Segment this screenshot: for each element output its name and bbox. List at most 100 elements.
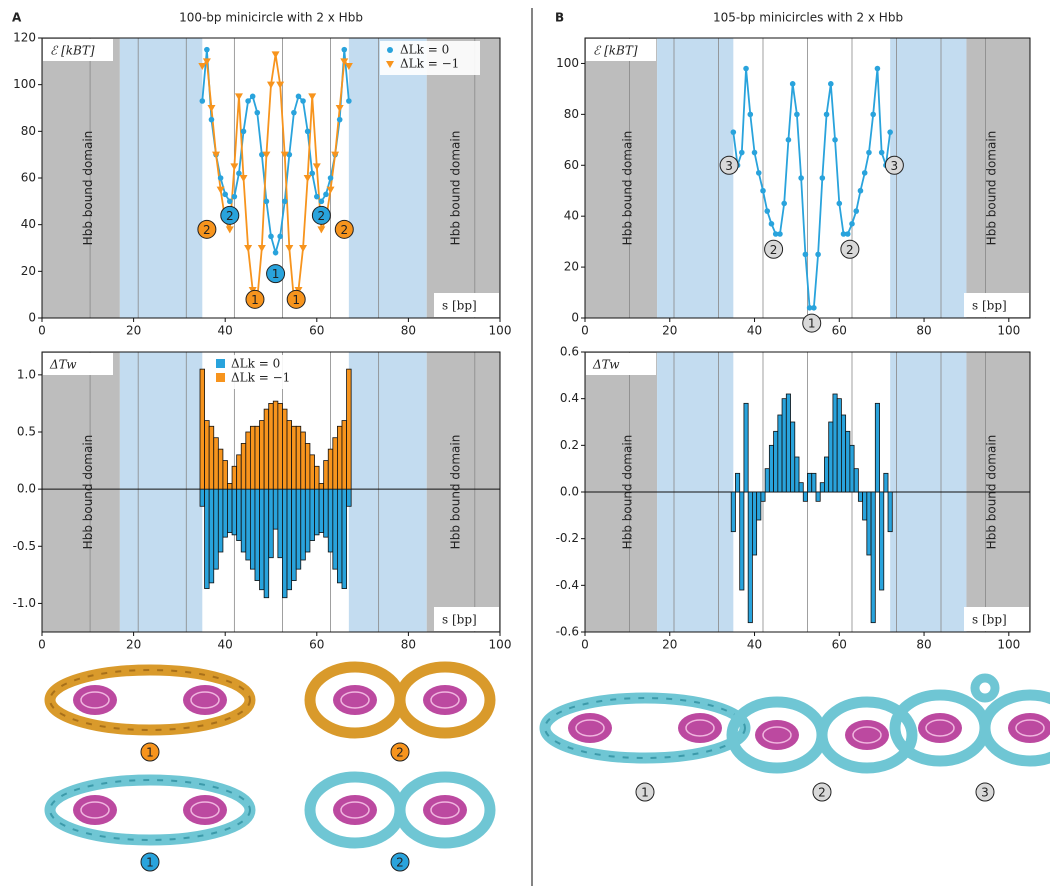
bar: [286, 420, 293, 490]
marker: [772, 231, 779, 237]
shaded-region: [348, 352, 427, 632]
marker: [743, 65, 749, 72]
legend-swatch: [216, 359, 225, 368]
marker: [207, 105, 216, 112]
marker: [849, 221, 855, 227]
bar: [314, 488, 320, 536]
x-tick-label: 60: [832, 324, 847, 338]
annotation: Hbb bound domain: [449, 131, 463, 246]
bar: [824, 456, 830, 493]
x-tick-label: 40: [218, 638, 233, 652]
bar: [272, 488, 279, 530]
marker: [340, 58, 349, 66]
marker: [781, 200, 787, 207]
bar: [752, 491, 758, 556]
x-tick-label: 80: [916, 638, 931, 652]
marker: [271, 51, 280, 59]
marker: [259, 151, 265, 158]
x-tick-label: 0: [38, 638, 46, 652]
dna-ribbon-edge: [49, 669, 251, 731]
annotation: Hbb bound domain: [621, 131, 635, 246]
bar: [768, 444, 774, 493]
bar: [790, 421, 796, 493]
marker: [231, 193, 238, 200]
y-tick-label: 100: [13, 77, 36, 91]
protein: [73, 685, 117, 715]
structure: 1: [539, 692, 751, 802]
y-tick-label: -1.0: [13, 596, 36, 610]
y-tick-label: 0.5: [17, 425, 36, 439]
bar: [747, 491, 753, 624]
bar: [240, 443, 247, 490]
legend-box: [211, 355, 311, 389]
marker: [240, 128, 247, 135]
marker: [272, 249, 279, 256]
bar: [841, 414, 847, 493]
x-tick-label: 0: [38, 324, 46, 338]
bar: [304, 488, 311, 553]
circled-label: 1: [641, 786, 649, 800]
x-tick-label: 40: [218, 324, 233, 338]
circled-label: 2: [846, 243, 854, 257]
marker: [878, 149, 885, 156]
panel-label: B: [555, 11, 564, 25]
marker: [299, 245, 308, 252]
bar: [828, 421, 834, 493]
circled-label: 2: [318, 209, 326, 223]
protein: [423, 685, 467, 715]
marker: [198, 63, 207, 70]
bar: [199, 488, 205, 507]
circled-label-bg: [719, 155, 739, 175]
structure: 2: [304, 661, 496, 762]
circled-label: 3: [891, 159, 899, 173]
marker: [291, 109, 297, 116]
bar: [263, 408, 270, 490]
marker: [764, 208, 771, 214]
bar: [314, 465, 320, 490]
x-tick-label: 20: [126, 324, 141, 338]
marker: [798, 175, 804, 181]
marker: [870, 111, 876, 118]
marker: [331, 151, 340, 159]
legend-label: ΔLk = −1: [231, 371, 290, 385]
bar: [739, 491, 745, 591]
marker: [327, 175, 334, 181]
marker: [819, 175, 826, 181]
marker: [857, 187, 864, 194]
label-box: [43, 353, 113, 375]
bar: [832, 393, 838, 493]
annotation: Hbb bound domain: [984, 131, 998, 246]
marker: [836, 200, 843, 207]
bar: [857, 491, 863, 502]
legend-label: ΔLk = 0: [231, 357, 280, 371]
marker: [295, 93, 302, 100]
marker: [303, 175, 312, 182]
marker: [199, 98, 206, 104]
bar: [323, 460, 329, 490]
x-tick-label: 80: [401, 638, 416, 652]
bar: [300, 488, 306, 561]
circled-label: 3: [725, 159, 733, 173]
bar: [845, 430, 851, 493]
legend-label: ΔLk = 0: [400, 43, 449, 57]
protein-detail: [190, 691, 220, 709]
bar: [327, 488, 334, 553]
structure: 1: [44, 774, 256, 872]
bar: [222, 460, 228, 490]
bar: [849, 444, 855, 493]
bar: [295, 488, 302, 570]
x-tick-label: 20: [662, 324, 677, 338]
y-tick-label: -0.5: [13, 539, 36, 553]
marker: [267, 81, 275, 89]
bar: [785, 393, 791, 493]
marker: [234, 93, 243, 101]
bar: [268, 403, 274, 490]
circled-label-bg: [802, 313, 822, 333]
circled-label-bg: [334, 219, 354, 239]
protein: [755, 720, 799, 750]
protein-detail: [340, 691, 370, 709]
circled-label-bg: [840, 239, 860, 259]
x-axis-label: s [bp]: [442, 299, 477, 313]
y-tick-label: 100: [556, 56, 579, 70]
